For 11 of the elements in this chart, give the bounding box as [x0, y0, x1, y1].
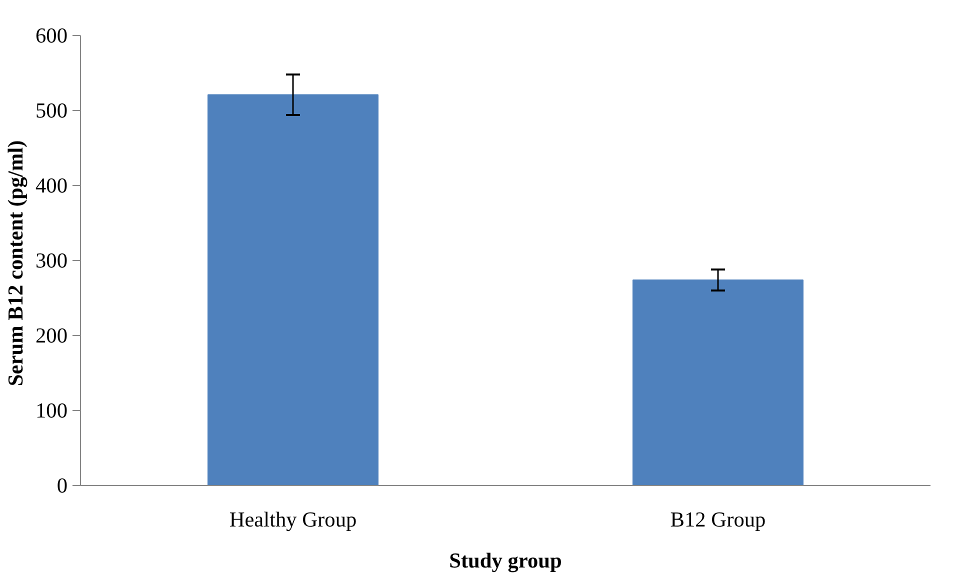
- y-tick-label: 200: [36, 324, 68, 348]
- x-tick-label: Healthy Group: [229, 508, 357, 532]
- y-axis-title: Serum B12 content (pg/ml): [4, 140, 28, 386]
- y-tick-label: 600: [36, 24, 68, 48]
- y-tick-label: 100: [36, 398, 68, 422]
- x-axis-title: Study group: [449, 548, 562, 572]
- y-tick-label: 500: [36, 98, 68, 122]
- y-tick-label: 0: [56, 474, 68, 498]
- y-tick-label: 300: [36, 248, 68, 272]
- y-tick-label: 400: [36, 174, 68, 198]
- x-tick-label: B12 Group: [670, 508, 766, 532]
